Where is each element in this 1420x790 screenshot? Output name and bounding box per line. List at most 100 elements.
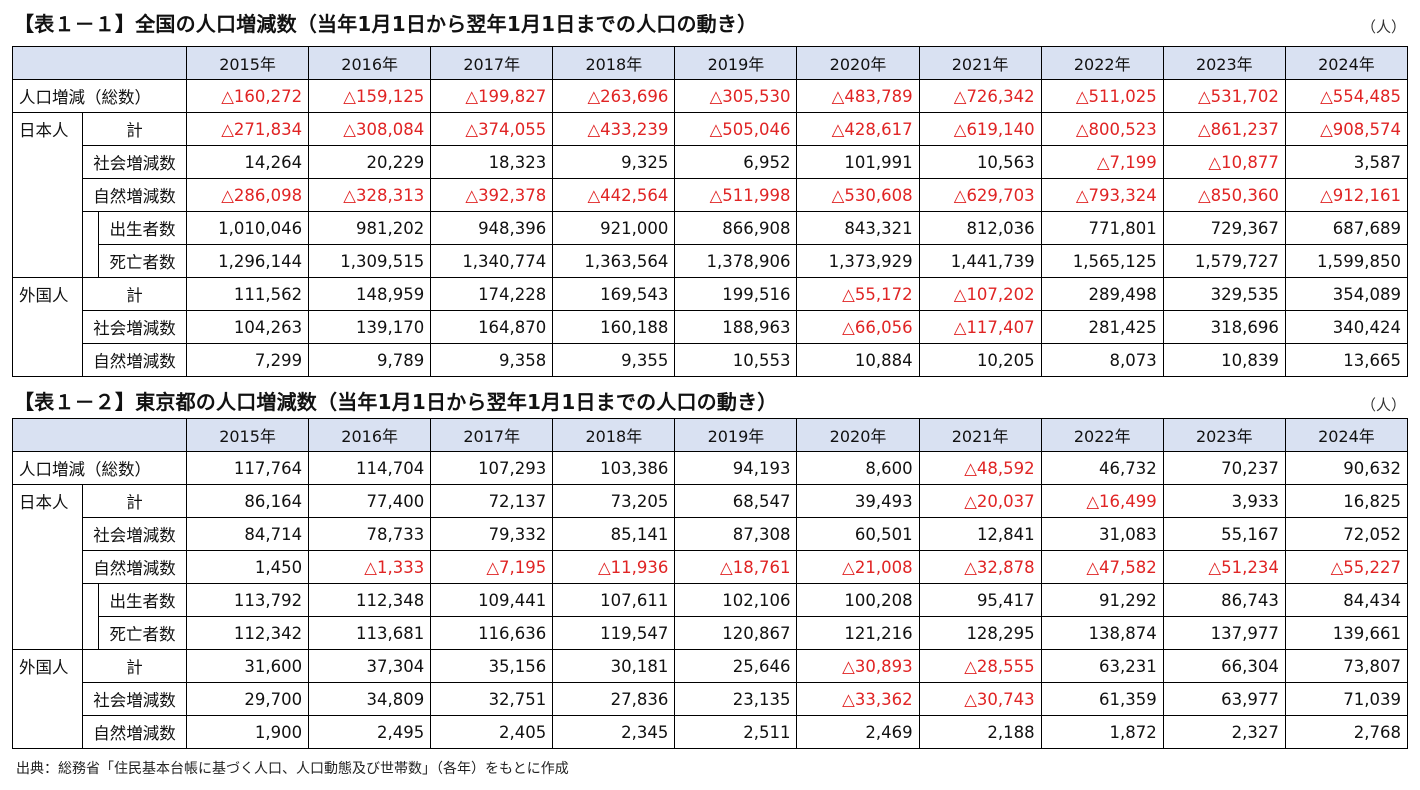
value-cell: 94,193: [674, 451, 798, 485]
value-cell: 188,963: [674, 310, 798, 344]
value-cell: 6,952: [674, 145, 798, 179]
value-cell: 329,535: [1162, 277, 1286, 311]
row-label-natural: 自然増減数: [81, 178, 188, 212]
group-label-foreign: 外国人: [12, 649, 83, 749]
table-row-fr-social: 社会増減数 104,263 139,170 164,870 160,188 188,963…: [13, 310, 1409, 344]
row-label-natural: 自然増減数: [81, 715, 188, 749]
value-cell: 1,599,850: [1284, 244, 1409, 278]
year-header: 2020年: [796, 418, 920, 452]
value-cell: △30,893: [796, 649, 920, 683]
value-cell: △30,743: [918, 682, 1042, 716]
value-cell: △159,125: [308, 79, 432, 113]
value-cell: 72,137: [430, 484, 554, 518]
value-cell: 289,498: [1040, 277, 1164, 311]
value-cell: 921,000: [552, 211, 676, 245]
row-label-social: 社会増減数: [81, 517, 188, 551]
header-corner-cell: [11, 418, 188, 452]
value-cell: 107,611: [552, 583, 676, 617]
value-cell: 61,359: [1040, 682, 1164, 716]
value-cell: 101,991: [796, 145, 920, 179]
value-cell: 1,872: [1040, 715, 1164, 749]
row-label-total: 人口増減（総数）: [11, 451, 188, 485]
value-cell: △861,237: [1162, 112, 1286, 146]
value-cell: 1,900: [186, 715, 310, 749]
value-cell: △48,592: [918, 451, 1042, 485]
row-label-social: 社会増減数: [81, 310, 188, 344]
value-cell: 55,167: [1162, 517, 1286, 551]
value-cell: 86,164: [186, 484, 310, 518]
table-row-jp-births: 出生者数 1,010,046 981,202 948,396 921,000 866,90…: [13, 211, 1409, 278]
value-cell: △428,617: [796, 112, 920, 146]
value-cell: 90,632: [1284, 451, 1409, 485]
table1-unit-label: （人）: [1360, 18, 1406, 36]
value-cell: △328,313: [308, 178, 432, 212]
table-row-jp-deaths: 死亡者数 1,296,144 1,309,515 1,340,774 1,363,564…: [13, 244, 1409, 278]
value-cell: 9,358: [430, 343, 554, 377]
row-label-deaths: 死亡者数: [97, 616, 188, 650]
row-label-births: 出生者数: [97, 211, 188, 245]
value-cell: △20,037: [918, 484, 1042, 518]
value-cell: 79,332: [430, 517, 554, 551]
value-cell: 1,565,125: [1040, 244, 1164, 278]
value-cell: 73,205: [552, 484, 676, 518]
table-row-jp-sum: 日本人計 86,164 77,400 72,137 73,205 68,547 39,493…: [12, 484, 1409, 650]
value-cell: 112,342: [186, 616, 310, 650]
value-cell: 10,205: [918, 343, 1042, 377]
value-cell: 199,516: [674, 277, 798, 311]
value-cell: 771,801: [1040, 211, 1164, 245]
value-cell: 138,874: [1040, 616, 1164, 650]
year-header: 2016年: [308, 418, 432, 452]
row-label-deaths: 死亡者数: [97, 244, 188, 278]
value-cell: 2,345: [552, 715, 676, 749]
year-header: 2021年: [918, 46, 1042, 80]
value-cell: 84,434: [1284, 583, 1409, 617]
value-cell: △800,523: [1040, 112, 1164, 146]
value-cell: 68,547: [674, 484, 798, 518]
value-cell: 169,543: [552, 277, 676, 311]
group-label-japanese: 日本人: [12, 112, 83, 278]
value-cell: 1,378,906: [674, 244, 798, 278]
value-cell: 14,264: [186, 145, 310, 179]
value-cell: 116,636: [430, 616, 554, 650]
value-cell: 3,587: [1284, 145, 1409, 179]
value-cell: 77,400: [308, 484, 432, 518]
value-cell: 139,661: [1284, 616, 1409, 650]
value-cell: 866,908: [674, 211, 798, 245]
value-cell: △7,199: [1040, 145, 1164, 179]
value-cell: 1,579,727: [1162, 244, 1286, 278]
value-cell: 119,547: [552, 616, 676, 650]
table-row-fr-sum: 外国人計 31,600 37,304 35,156 30,181 25,646 △30,89…: [12, 649, 1409, 749]
source-note: 出典：総務省「住民基本台帳に基づく人口、人口動態及び世帯数」（各年）をもとに作成: [16, 761, 569, 777]
value-cell: 2,768: [1284, 715, 1409, 749]
year-header: 2023年: [1162, 46, 1286, 80]
row-label-social: 社会増減数: [81, 145, 188, 179]
value-cell: 3,933: [1162, 484, 1286, 518]
value-cell: 2,469: [796, 715, 920, 749]
table-row-fr-social: 社会増減数 29,700 34,809 32,751 27,836 23,135 △33,3…: [13, 682, 1409, 716]
table-row-total: 人口増減（総数） 117,764 114,704 107,293 103,386 94,1…: [11, 451, 1409, 485]
group-label-japanese: 日本人: [12, 484, 83, 650]
value-cell: △530,608: [796, 178, 920, 212]
value-cell: 113,792: [186, 583, 310, 617]
value-cell: 71,039: [1284, 682, 1409, 716]
value-cell: △286,098: [186, 178, 310, 212]
value-cell: 16,825: [1284, 484, 1409, 518]
year-header: 2023年: [1162, 418, 1286, 452]
value-cell: 13,665: [1284, 343, 1409, 377]
year-header: 2024年: [1284, 46, 1409, 80]
value-cell: △726,342: [918, 79, 1042, 113]
table-row-fr-sum: 外国人計 111,562 148,959 174,228 169,543 199,516 △…: [12, 277, 1409, 377]
table1-title: 【表１－１】全国の人口増減数（当年1月1日から翌年1月1日までの人口の動き）: [14, 12, 758, 36]
group-label-foreign: 外国人: [12, 277, 83, 377]
value-cell: △271,834: [186, 112, 310, 146]
value-cell: 46,732: [1040, 451, 1164, 485]
value-cell: 121,216: [796, 616, 920, 650]
value-cell: 32,751: [430, 682, 554, 716]
table-row-jp-natural: 自然増減数 1,450 △1,333 △7,195 △11,936 △18,761 △21,…: [13, 550, 1409, 584]
value-cell: 8,073: [1040, 343, 1164, 377]
table2-tokyo-population-change: 2015年 2016年 2017年 2018年 2019年 2020年 2021年 2022年…: [11, 418, 1409, 749]
value-cell: 1,296,144: [186, 244, 310, 278]
value-cell: 843,321: [796, 211, 920, 245]
value-cell: 128,295: [918, 616, 1042, 650]
value-cell: △51,234: [1162, 550, 1286, 584]
